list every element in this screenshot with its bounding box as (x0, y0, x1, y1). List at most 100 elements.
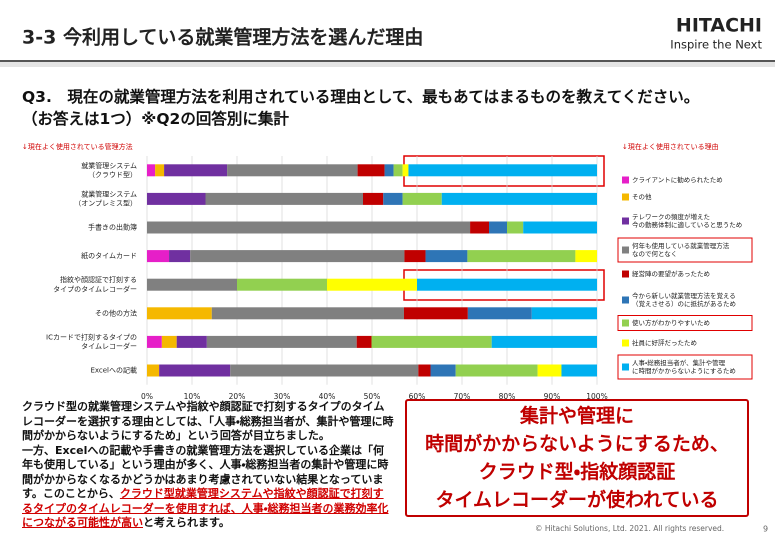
bar-segment (523, 221, 597, 234)
summary-text: クラウド型の就業管理システムや指紋や顔認証で打刻するタイプのタイムレコーダーを選… (22, 400, 394, 442)
x-tick-label: 90% (544, 392, 561, 401)
x-tick-label: 70% (454, 392, 471, 401)
tagline: Inspire the Next (670, 38, 762, 52)
x-tick-label: 80% (499, 392, 516, 401)
bar-segment (383, 192, 403, 205)
bar-segment (384, 164, 394, 177)
bar-segment (371, 335, 492, 348)
y-tick-label: 就業管理システム（オンプレミス型） (74, 189, 137, 207)
bar-segment (147, 250, 170, 263)
header-band (0, 62, 775, 67)
bar-segment (531, 307, 597, 320)
legend-swatch (622, 270, 629, 278)
legend-caption: ↓現在よく使用されている理由 (622, 142, 719, 151)
bar-segment (147, 278, 237, 291)
summary: クラウド型の就業管理システムや指紋や顔認証で打刻するタイプのタイムレコーダーを選… (22, 400, 394, 531)
legend-label: 使い方がわかりやすいため (632, 318, 710, 327)
bar-segment (205, 192, 363, 205)
page-number: 9 (763, 525, 768, 534)
bar-segment (491, 335, 597, 348)
copyright: © Hitachi Solutions, Ltd. 2021. All righ… (535, 524, 724, 533)
callout-line: クラウド型・指紋顔認証 (478, 461, 676, 483)
summary-text: 一方、Excelへの記載や手書きの就業管理方法を選択している企業は「何年も使用し… (22, 443, 389, 501)
legend-swatch (622, 296, 629, 304)
bar-segment (575, 250, 597, 263)
bar-segment (147, 164, 156, 177)
x-tick-label: 0% (141, 392, 153, 401)
bar-segment (237, 278, 327, 291)
bar-segment (418, 364, 431, 377)
y-tick-label: 指紋や顔認証で打刻するタイプのタイムレコーダー (53, 275, 137, 293)
bar-segment (489, 221, 507, 234)
callout-line: 時間がかからないようにするため、 (425, 433, 729, 455)
bar-segment (161, 335, 177, 348)
bar-segment (417, 278, 597, 291)
legend-label: テレワークの頻度が増えた今の勤務体制に適していると思うため (632, 212, 742, 229)
callout-line: タイムレコーダーが使われている (435, 489, 719, 511)
question: Q3. 現在の就業管理方法を利用されている理由として、最もあてはまるものを教えて… (22, 88, 700, 128)
legend-swatch (622, 319, 629, 327)
legend-swatch (622, 193, 629, 201)
callout-line: 集計や管理に (519, 405, 634, 427)
bar-segment (455, 364, 538, 377)
bar-segment (211, 307, 404, 320)
bar-segment (430, 364, 456, 377)
bar-segment (155, 164, 165, 177)
callout: 集計や管理に 時間がかからないようにするため、 クラウド型・指紋顔認証 タイムレ… (405, 399, 749, 517)
legend-label: クライアントに勧められたため (632, 175, 723, 184)
bar-segment (467, 250, 576, 263)
y-tick-label: 紙のタイムカード (81, 251, 137, 260)
bar-segment (147, 335, 162, 348)
bar-segment (441, 192, 597, 205)
x-tick-label: 30% (274, 392, 291, 401)
bar-segment (206, 335, 357, 348)
bar-segment (467, 307, 532, 320)
summary-emphasis: クラウド型就業管理システムや指紋や顔認証で打刻するタイプのタイムレコーダーを使用… (22, 487, 389, 529)
x-tick-label: 60% (409, 392, 426, 401)
legend-label: 経営陣の要望があったため (632, 269, 710, 278)
legend-swatch (622, 339, 629, 347)
legend-swatch (622, 246, 629, 254)
legend-swatch (622, 217, 629, 225)
bar-segment (393, 164, 403, 177)
y-tick-label: その他の方法 (95, 308, 137, 317)
summary-text: と考えられます。 (143, 516, 230, 529)
bar-segment (403, 307, 468, 320)
x-tick-label: 10% (184, 392, 201, 401)
bar-segment (363, 192, 384, 205)
bar-segment (176, 335, 207, 348)
y-tick-label: Excelへの記載 (90, 366, 137, 375)
x-tick-label: 100% (586, 392, 607, 401)
bar-segment (159, 364, 231, 377)
brand: HITACHI (676, 15, 762, 37)
bar-segment (147, 192, 206, 205)
bar-segment (164, 164, 228, 177)
legend-label: その他 (632, 192, 652, 201)
legend-label: 社員に好評だったため (632, 338, 697, 347)
y-caption: ↓現在よく使用されている管理方法 (22, 142, 133, 151)
bar-segment (227, 164, 358, 177)
bar-segment (147, 364, 160, 377)
bar-segment (147, 307, 212, 320)
legend-label: 何年も使用している就業管理方法なので何となく (632, 241, 730, 258)
bar-segment (190, 250, 405, 263)
legend-highlight (617, 237, 753, 263)
bar-segment (507, 221, 524, 234)
y-tick-label: 手書きの出勤簿 (88, 223, 137, 232)
bar-segment (537, 364, 562, 377)
bar-segment (357, 164, 385, 177)
bar-segment (425, 250, 468, 263)
bar-segment (561, 364, 597, 377)
legend-label: 今から新しい就業管理方法を覚える（覚えさせる）のに抵抗があるため (632, 291, 736, 308)
bar-segment (402, 164, 409, 177)
header-rule (0, 60, 775, 62)
x-tick-label: 20% (229, 392, 246, 401)
bar-segment (402, 192, 442, 205)
slide-title: 3-3 今利用している就業管理方法を選んだ理由 (22, 26, 423, 49)
y-tick-label: ICカードで打刻するタイプのタイムレコーダー (46, 332, 137, 350)
bar-segment (356, 335, 372, 348)
bar-segment (169, 250, 191, 263)
bar-segment (470, 221, 489, 234)
bar-segment (230, 364, 419, 377)
